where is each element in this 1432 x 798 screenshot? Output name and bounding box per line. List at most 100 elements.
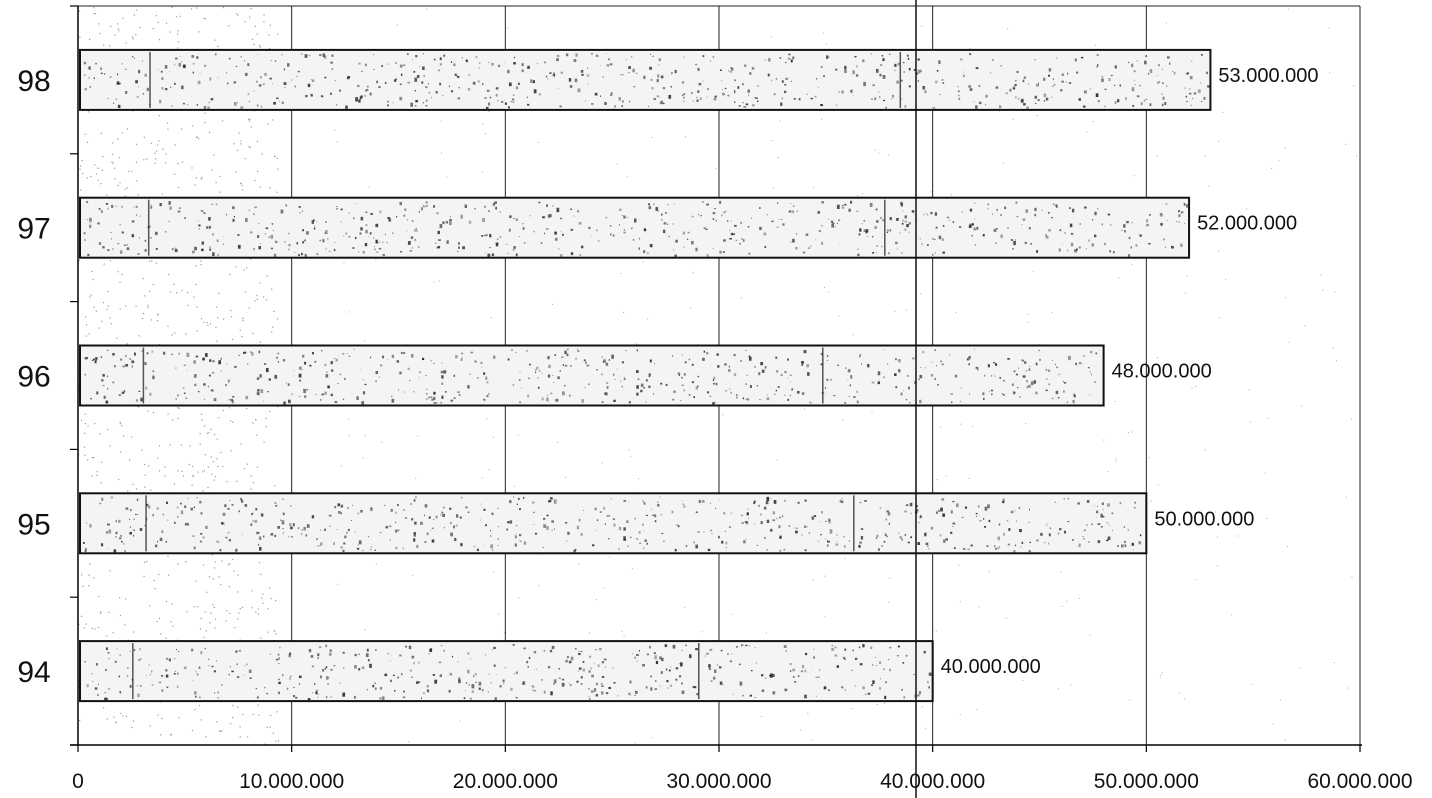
bar-texture-speck: [908, 231, 910, 233]
data-label-97: 52.000.000: [1197, 213, 1297, 235]
scan-speck: [241, 189, 244, 191]
scan-speck: [110, 323, 112, 325]
bar-texture-speck: [484, 205, 486, 208]
bar-texture-speck: [208, 225, 212, 229]
bar-texture-speck: [494, 201, 497, 204]
bar-texture-speck: [475, 681, 478, 683]
bar-texture-speck: [244, 72, 248, 77]
scan-speck: [760, 716, 762, 718]
bar-texture-speck: [396, 215, 398, 218]
bar-texture-speck: [657, 504, 660, 507]
scan-speck: [804, 408, 806, 410]
bar-texture-speck: [366, 89, 369, 91]
scan-speck: [170, 621, 172, 623]
scan-speck: [217, 45, 219, 48]
bar-texture-speck: [663, 540, 665, 542]
bar-texture-speck: [375, 239, 378, 244]
bar-texture-speck: [1095, 516, 1097, 518]
scan-speck: [417, 435, 419, 437]
scan-speck: [165, 637, 167, 640]
bar-texture-speck: [761, 369, 765, 373]
bar-texture-speck: [223, 236, 224, 237]
bar-texture-speck: [84, 87, 87, 91]
bar-texture-speck: [1048, 74, 1050, 77]
bar-texture-speck: [809, 401, 812, 404]
bar-texture-speck: [636, 370, 639, 373]
scan-speck: [121, 132, 123, 134]
bar-texture-speck: [590, 690, 594, 693]
bar-texture-speck: [131, 56, 134, 58]
scan-speck: [488, 110, 490, 112]
bar-texture-speck: [107, 651, 110, 654]
bar-texture-speck: [872, 84, 875, 87]
scan-speck: [1217, 140, 1219, 142]
scan-speck: [844, 557, 846, 559]
scan-speck: [80, 189, 82, 191]
bar-texture-speck: [125, 355, 127, 357]
x-tick-label: 30.000.000: [666, 770, 771, 793]
bar-texture-speck: [958, 94, 960, 97]
scan-speck: [99, 433, 101, 435]
scan-speck: [273, 310, 275, 312]
scan-speck: [1204, 155, 1206, 157]
bar-texture-speck: [554, 354, 557, 356]
bar-texture-speck: [978, 505, 980, 508]
bar-texture-speck: [663, 222, 667, 225]
bar-texture-speck: [340, 546, 343, 549]
bar-texture-speck: [586, 67, 589, 70]
bar-texture-speck: [89, 86, 91, 88]
bar-texture-speck: [263, 686, 266, 689]
bar-texture-speck: [619, 208, 622, 211]
bar-texture-speck: [456, 514, 459, 518]
bar-texture-speck: [107, 207, 109, 210]
bar-texture-speck: [1016, 216, 1019, 218]
bar-texture-speck: [946, 216, 950, 219]
bar-texture-speck: [642, 500, 644, 502]
bar-texture-speck: [155, 231, 158, 236]
bar-94: [79, 640, 934, 703]
bar-texture-speck: [1134, 84, 1136, 86]
bar-texture-speck: [278, 663, 280, 665]
bar-texture-speck: [753, 501, 756, 505]
bar-texture-speck: [121, 63, 123, 65]
bar-texture-speck: [904, 228, 907, 231]
scan-speck: [196, 136, 198, 139]
bar-texture-speck: [91, 673, 93, 675]
bar-texture-speck: [522, 227, 525, 230]
bar-texture-speck: [648, 203, 651, 206]
bar-texture-speck: [952, 522, 956, 525]
scan-speck: [1051, 312, 1053, 314]
bar-texture-speck: [828, 520, 831, 524]
bar-texture-speck: [576, 525, 580, 530]
bar-texture-speck: [374, 246, 376, 248]
scan-speck: [191, 484, 193, 486]
bar-texture-speck: [1101, 76, 1104, 78]
bar-texture-speck: [553, 499, 557, 504]
bar-texture-speck: [919, 399, 922, 404]
bar-texture-speck: [831, 647, 834, 651]
scan-speck: [157, 314, 159, 316]
bar-texture-speck: [416, 544, 419, 548]
bar-texture-speck: [260, 513, 264, 517]
scan-speck: [131, 170, 133, 172]
bar-texture-speck: [813, 656, 815, 659]
bar-texture-speck: [966, 358, 969, 361]
bar-texture-speck: [174, 247, 177, 249]
bar-texture-speck: [362, 379, 364, 381]
scan-speck: [103, 263, 105, 265]
scan-speck: [204, 121, 206, 124]
bar-texture-speck: [591, 53, 593, 55]
bar-texture-speck: [399, 201, 403, 206]
scan-speck: [93, 577, 95, 579]
scan-speck: [271, 288, 273, 290]
bar-texture-speck: [1067, 497, 1069, 500]
bar-texture-speck: [105, 400, 109, 404]
bar-texture-speck: [910, 512, 912, 515]
bar-texture-speck: [207, 658, 210, 660]
bar-texture-speck: [533, 511, 535, 514]
scan-speck: [557, 441, 559, 443]
bar-texture-speck: [303, 526, 306, 531]
scan-speck: [95, 310, 97, 312]
scan-speck: [888, 601, 890, 603]
bar-texture-speck: [883, 540, 886, 543]
